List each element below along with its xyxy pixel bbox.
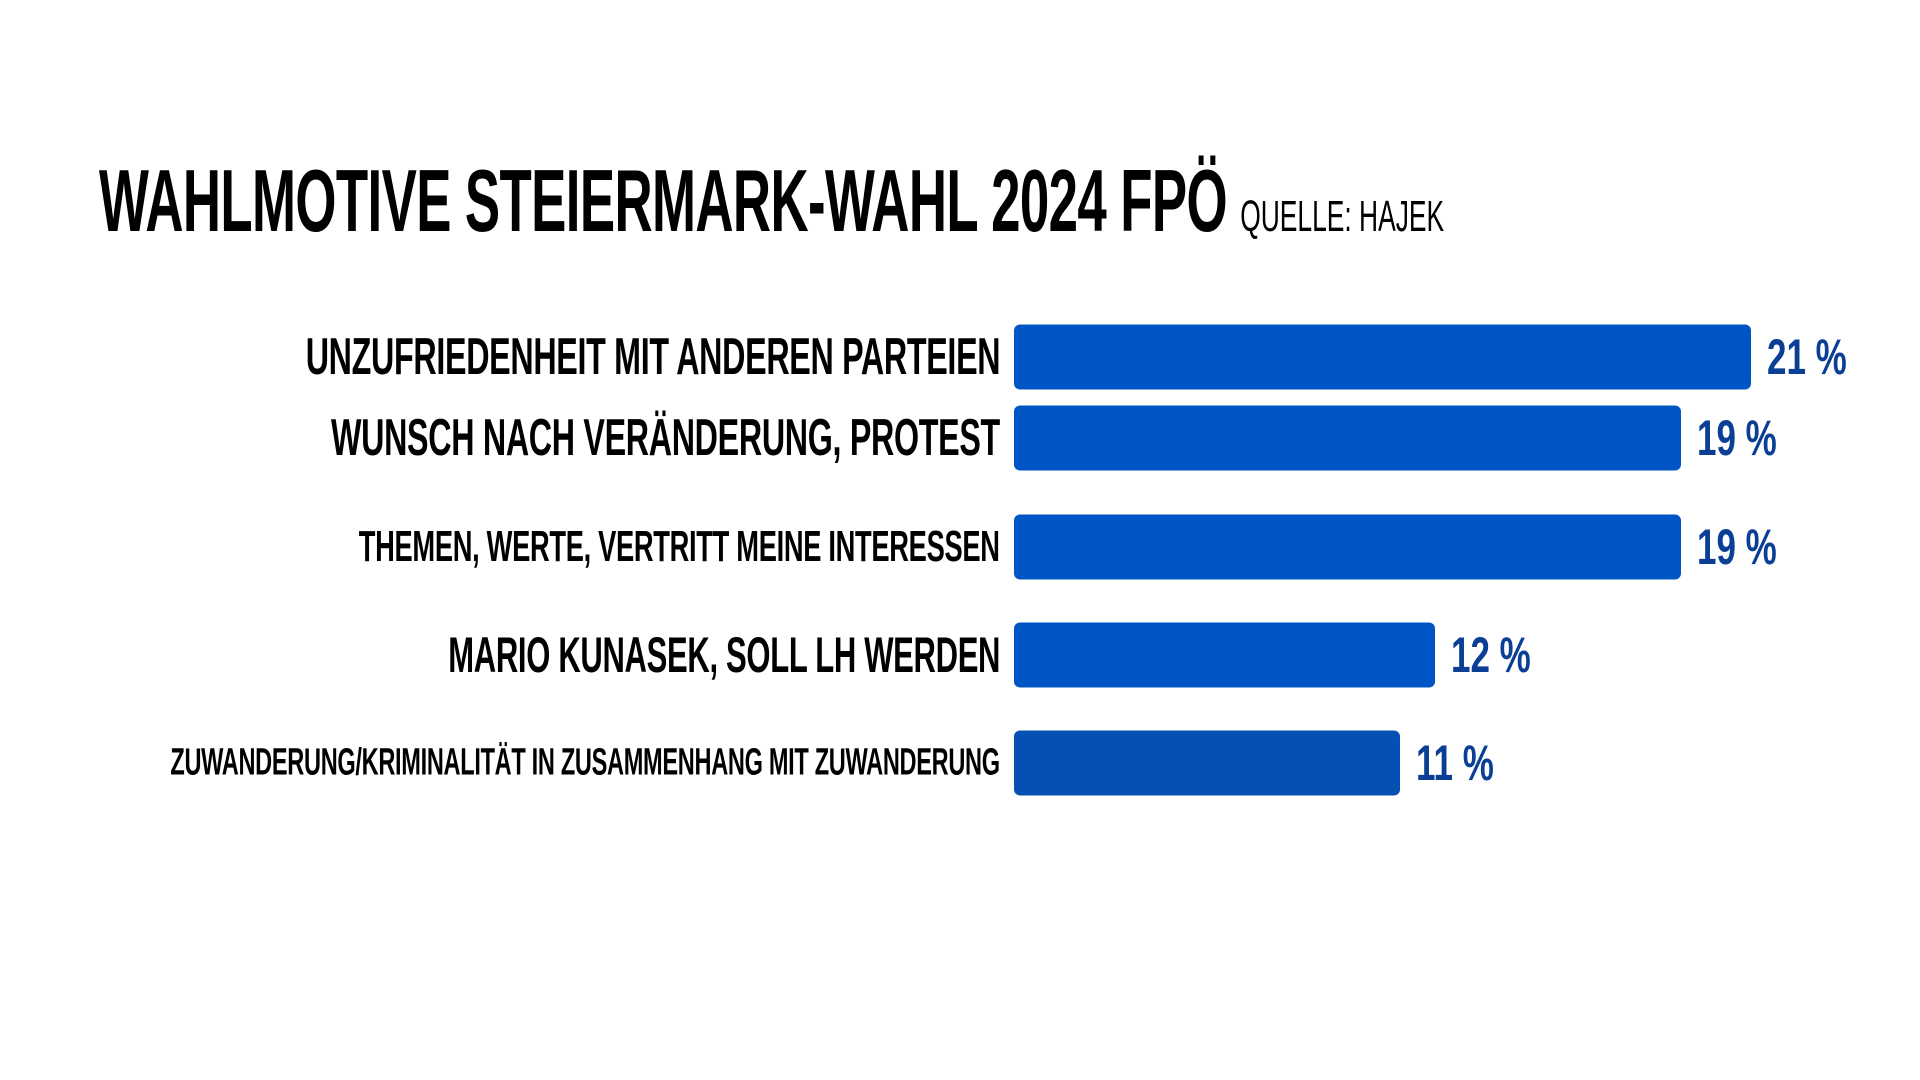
value-label: 19 % <box>1696 519 1777 575</box>
bar <box>1014 324 1751 390</box>
chart-title: WAHLMOTIVE STEIERMARK-WAHL 2024 FPÖ <box>99 151 1228 250</box>
category-label: ZUWANDERUNG/KRIMINALITÄT IN ZUSAMMENHANG… <box>170 741 1001 784</box>
chart-source: QUELLE: HAJEK <box>1240 192 1445 241</box>
category-label: WUNSCH NACH VERÄNDERUNG, PROTEST <box>331 409 1000 467</box>
category-label: UNZUFRIEDENHEIT MIT ANDEREN PARTEIEN <box>305 328 1000 386</box>
value-label: 12 % <box>1451 627 1531 683</box>
value-label: 19 % <box>1696 410 1777 466</box>
value-label: 11 % <box>1416 735 1494 791</box>
category-label: MARIO KUNASEK, SOLL LH WERDEN <box>448 627 1000 683</box>
value-label: 21 % <box>1767 329 1847 385</box>
bar <box>1014 514 1681 580</box>
chart-header: WAHLMOTIVE STEIERMARK-WAHL 2024 FPÖ QUELL… <box>99 150 1444 252</box>
bar <box>1014 622 1436 688</box>
bar <box>1014 730 1401 796</box>
bar <box>1014 405 1681 471</box>
category-label: THEMEN, WERTE, VERTRITT MEINE INTERESSEN <box>359 522 1000 571</box>
